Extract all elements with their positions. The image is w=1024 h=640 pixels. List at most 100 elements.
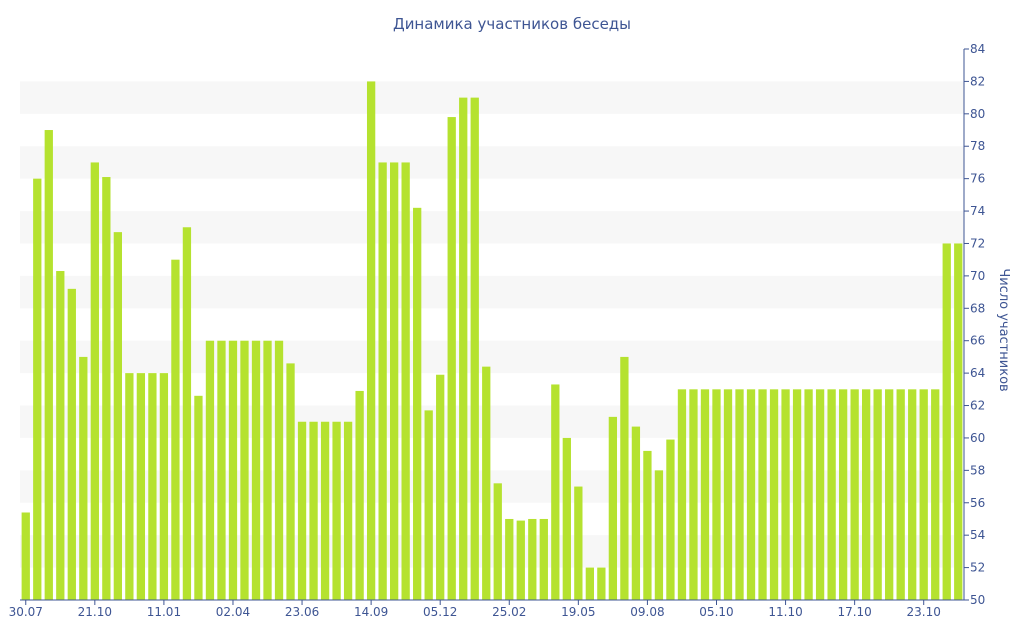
bar [113, 232, 122, 600]
bar [597, 567, 606, 600]
x-tick-label: 02.04 [216, 605, 250, 619]
bar [700, 389, 710, 600]
bar [746, 389, 756, 600]
bar [33, 178, 42, 600]
y-tick-label: 54 [970, 528, 985, 542]
bar [712, 389, 721, 600]
bar [804, 389, 813, 600]
x-tick-label: 25.02 [492, 605, 526, 619]
bar [251, 340, 261, 600]
bar [666, 439, 675, 600]
bar [297, 421, 307, 600]
bar [482, 366, 491, 600]
x-tick-label: 14.09 [354, 605, 388, 619]
bar [574, 486, 583, 600]
bar [758, 389, 767, 600]
bar [919, 389, 928, 600]
bar [689, 389, 698, 600]
bar [159, 373, 169, 600]
bar [643, 450, 652, 600]
x-tick-label: 11.10 [768, 605, 802, 619]
y-tick-label: 68 [970, 301, 985, 315]
bar [424, 410, 433, 600]
bar [931, 389, 940, 600]
bar [562, 437, 571, 600]
y-tick-label: 66 [970, 334, 985, 348]
x-tick-label: 05.12 [423, 605, 457, 619]
bar [205, 340, 215, 600]
y-axis-label: Число участников [996, 268, 1011, 391]
bar [67, 288, 76, 600]
y-tick-label: 58 [970, 463, 985, 477]
bar [343, 421, 353, 600]
bar [551, 384, 560, 600]
y-tick-label: 82 [970, 74, 985, 88]
y-tick-label: 74 [970, 204, 985, 218]
bar [447, 117, 456, 600]
bar [286, 363, 295, 600]
bar [21, 512, 30, 600]
chart-title: Динамика участников беседы [393, 15, 631, 33]
bar [815, 389, 825, 600]
y-tick-label: 50 [970, 593, 985, 607]
bar [228, 340, 238, 600]
y-tick-label: 70 [970, 269, 985, 283]
bar [585, 567, 594, 600]
grid-band [20, 275, 964, 309]
x-tick-label: 23.06 [285, 605, 319, 619]
bar [355, 390, 364, 600]
x-tick-label: 23.10 [907, 605, 941, 619]
bar [677, 389, 687, 600]
x-tick-label: 11.01 [147, 605, 181, 619]
bar [194, 395, 203, 600]
bar [631, 426, 641, 600]
grid-band [20, 146, 964, 179]
bar [320, 421, 330, 600]
bar [528, 518, 537, 600]
bar [90, 162, 99, 600]
bar [862, 389, 871, 600]
bar [182, 227, 192, 600]
bar [620, 356, 629, 600]
bar [366, 81, 376, 600]
bar [102, 177, 111, 600]
bar [769, 389, 779, 600]
bar [723, 389, 733, 600]
bar [459, 97, 468, 601]
bar [516, 520, 525, 600]
bar [171, 259, 180, 600]
y-tick-label: 52 [970, 561, 985, 575]
bar [274, 340, 284, 600]
bar [505, 518, 514, 600]
bar [79, 356, 88, 600]
bar [263, 340, 272, 600]
bar [735, 389, 744, 600]
bar [781, 389, 790, 600]
bar [217, 340, 226, 600]
y-tick-label: 60 [970, 431, 985, 445]
y-tick-label: 84 [970, 42, 985, 56]
bar [148, 373, 157, 600]
bar [873, 389, 882, 600]
bar [792, 389, 802, 600]
bar [850, 389, 859, 600]
bar [896, 389, 905, 600]
bar [136, 373, 146, 600]
bar [125, 373, 134, 600]
x-tick-label: 09.08 [630, 605, 664, 619]
bar [332, 421, 341, 600]
bar [378, 162, 387, 600]
x-tick-label: 21.10 [78, 605, 112, 619]
bar [838, 389, 848, 600]
bar [827, 389, 836, 600]
y-tick-label: 62 [970, 399, 985, 413]
bars [21, 81, 963, 601]
y-axis: 50 52 54 56 58 60 62 64 66 68 70 72 74 76 78 80 82 84 [963, 42, 985, 607]
x-tick-label: 30.07 [9, 605, 43, 619]
bar [654, 470, 664, 600]
grid-band [20, 211, 964, 244]
y-tick-label: 56 [970, 496, 985, 510]
x-tick-label: 05.10 [699, 605, 733, 619]
x-tick-label: 19.05 [561, 605, 595, 619]
